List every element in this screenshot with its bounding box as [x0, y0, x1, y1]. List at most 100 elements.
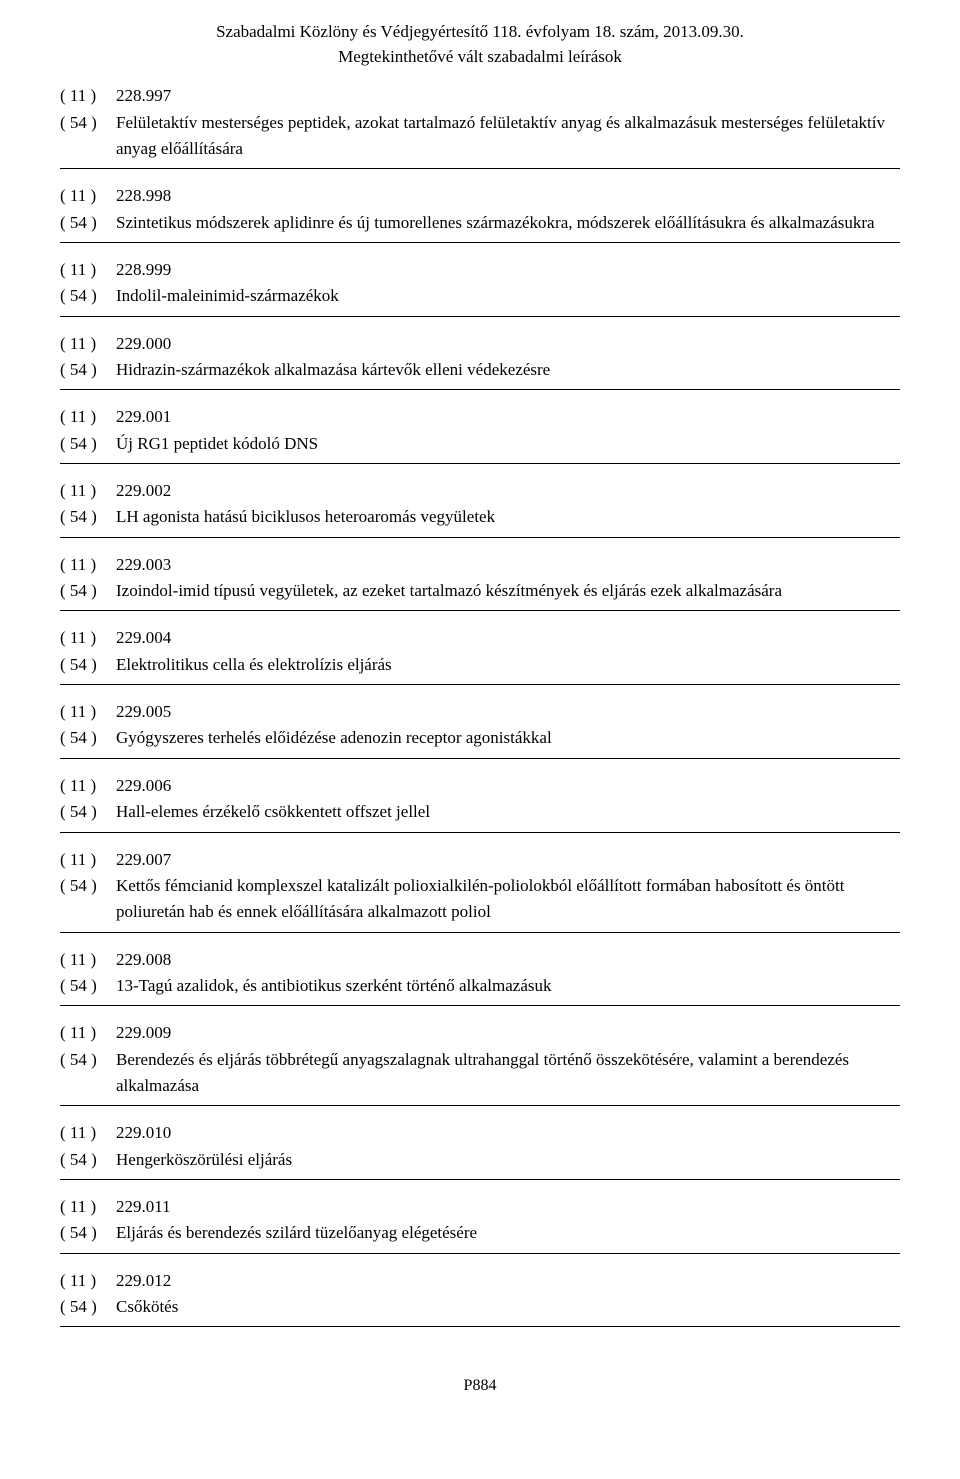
patent-number: 229.010 — [116, 1120, 900, 1146]
patent-title: Felületaktív mesterséges peptidek, azoka… — [116, 110, 900, 163]
code-11-label: ( 11 ) — [60, 478, 116, 504]
entry-number-row: ( 11 )229.004 — [60, 625, 900, 651]
header-line-2: Megtekinthetővé vált szabadalmi leírások — [60, 45, 900, 70]
entry-title-row: ( 54 )Csőkötés — [60, 1294, 900, 1320]
entry-number-row: ( 11 )229.003 — [60, 552, 900, 578]
entry-number-row: ( 11 )228.998 — [60, 183, 900, 209]
entry-number-row: ( 11 )228.999 — [60, 257, 900, 283]
entry-divider — [60, 389, 900, 390]
entry-divider — [60, 610, 900, 611]
patent-number: 228.998 — [116, 183, 900, 209]
entry-number-row: ( 11 )228.997 — [60, 83, 900, 109]
entry-title-row: ( 54 )13-Tagú azalidok, és antibiotikus … — [60, 973, 900, 999]
entry-divider — [60, 463, 900, 464]
code-54-label: ( 54 ) — [60, 210, 116, 236]
patent-entry: ( 11 )229.005( 54 )Gyógyszeres terhelés … — [60, 699, 900, 759]
entry-title-row: ( 54 )Hidrazin-származékok alkalmazása k… — [60, 357, 900, 383]
entry-divider — [60, 758, 900, 759]
code-54-label: ( 54 ) — [60, 431, 116, 457]
patent-title: Csőkötés — [116, 1294, 900, 1320]
page-header: Szabadalmi Közlöny és Védjegyértesítő 11… — [60, 20, 900, 69]
code-11-label: ( 11 ) — [60, 257, 116, 283]
page-container: Szabadalmi Közlöny és Védjegyértesítő 11… — [0, 0, 960, 1435]
entry-number-row: ( 11 )229.011 — [60, 1194, 900, 1220]
entry-divider — [60, 537, 900, 538]
entries-list: ( 11 )228.997( 54 )Felületaktív mestersé… — [60, 83, 900, 1327]
code-11-label: ( 11 ) — [60, 947, 116, 973]
patent-title: Elektrolitikus cella és elektrolízis elj… — [116, 652, 900, 678]
code-11-label: ( 11 ) — [60, 625, 116, 651]
patent-entry: ( 11 )228.999( 54 )Indolil-maleinimid-sz… — [60, 257, 900, 317]
entry-title-row: ( 54 )Hall-elemes érzékelő csökkentett o… — [60, 799, 900, 825]
code-54-label: ( 54 ) — [60, 504, 116, 530]
entry-title-row: ( 54 )Új RG1 peptidet kódoló DNS — [60, 431, 900, 457]
entry-title-row: ( 54 )Szintetikus módszerek aplidinre és… — [60, 210, 900, 236]
entry-divider — [60, 242, 900, 243]
entry-number-row: ( 11 )229.008 — [60, 947, 900, 973]
code-54-label: ( 54 ) — [60, 1294, 116, 1320]
patent-number: 229.006 — [116, 773, 900, 799]
code-54-label: ( 54 ) — [60, 1147, 116, 1173]
entry-number-row: ( 11 )229.007 — [60, 847, 900, 873]
code-54-label: ( 54 ) — [60, 725, 116, 751]
entry-divider — [60, 1326, 900, 1327]
entry-divider — [60, 168, 900, 169]
entry-number-row: ( 11 )229.005 — [60, 699, 900, 725]
code-11-label: ( 11 ) — [60, 699, 116, 725]
code-11-label: ( 11 ) — [60, 1120, 116, 1146]
page-number: P884 — [60, 1377, 900, 1395]
entry-divider — [60, 932, 900, 933]
patent-title: LH agonista hatású biciklusos heteroarom… — [116, 504, 900, 530]
entry-number-row: ( 11 )229.006 — [60, 773, 900, 799]
entry-title-row: ( 54 )Berendezés és eljárás többrétegű a… — [60, 1047, 900, 1100]
entry-number-row: ( 11 )229.001 — [60, 404, 900, 430]
patent-number: 229.011 — [116, 1194, 900, 1220]
entry-title-row: ( 54 )LH agonista hatású biciklusos hete… — [60, 504, 900, 530]
code-54-label: ( 54 ) — [60, 873, 116, 899]
patent-entry: ( 11 )229.002( 54 )LH agonista hatású bi… — [60, 478, 900, 538]
entry-divider — [60, 1179, 900, 1180]
patent-title: Hidrazin-származékok alkalmazása kártevő… — [116, 357, 900, 383]
patent-entry: ( 11 )229.000( 54 )Hidrazin-származékok … — [60, 331, 900, 391]
patent-number: 229.002 — [116, 478, 900, 504]
entry-divider — [60, 1005, 900, 1006]
code-11-label: ( 11 ) — [60, 331, 116, 357]
patent-number: 229.000 — [116, 331, 900, 357]
code-54-label: ( 54 ) — [60, 357, 116, 383]
entry-title-row: ( 54 )Kettős fémcianid komplexszel katal… — [60, 873, 900, 926]
patent-number: 229.007 — [116, 847, 900, 873]
entry-number-row: ( 11 )229.009 — [60, 1020, 900, 1046]
patent-number: 229.004 — [116, 625, 900, 651]
code-54-label: ( 54 ) — [60, 110, 116, 136]
entry-divider — [60, 1253, 900, 1254]
patent-entry: ( 11 )228.997( 54 )Felületaktív mestersé… — [60, 83, 900, 169]
entry-title-row: ( 54 )Gyógyszeres terhelés előidézése ad… — [60, 725, 900, 751]
code-11-label: ( 11 ) — [60, 552, 116, 578]
entry-title-row: ( 54 )Indolil-maleinimid-származékok — [60, 283, 900, 309]
code-54-label: ( 54 ) — [60, 799, 116, 825]
patent-title: 13-Tagú azalidok, és antibiotikus szerké… — [116, 973, 900, 999]
entry-divider — [60, 832, 900, 833]
entry-title-row: ( 54 )Felületaktív mesterséges peptidek,… — [60, 110, 900, 163]
patent-entry: ( 11 )229.007( 54 )Kettős fémcianid komp… — [60, 847, 900, 933]
patent-title: Kettős fémcianid komplexszel katalizált … — [116, 873, 900, 926]
entry-number-row: ( 11 )229.012 — [60, 1268, 900, 1294]
patent-number: 228.999 — [116, 257, 900, 283]
patent-entry: ( 11 )229.001( 54 )Új RG1 peptidet kódol… — [60, 404, 900, 464]
patent-number: 229.003 — [116, 552, 900, 578]
patent-number: 228.997 — [116, 83, 900, 109]
code-54-label: ( 54 ) — [60, 578, 116, 604]
entry-title-row: ( 54 )Hengerköszörülési eljárás — [60, 1147, 900, 1173]
patent-number: 229.001 — [116, 404, 900, 430]
entry-number-row: ( 11 )229.000 — [60, 331, 900, 357]
patent-entry: ( 11 )229.006( 54 )Hall-elemes érzékelő … — [60, 773, 900, 833]
patent-title: Gyógyszeres terhelés előidézése adenozin… — [116, 725, 900, 751]
entry-divider — [60, 684, 900, 685]
patent-title: Hengerköszörülési eljárás — [116, 1147, 900, 1173]
code-54-label: ( 54 ) — [60, 1220, 116, 1246]
entry-number-row: ( 11 )229.002 — [60, 478, 900, 504]
code-11-label: ( 11 ) — [60, 1020, 116, 1046]
code-11-label: ( 11 ) — [60, 1194, 116, 1220]
patent-entry: ( 11 )229.009( 54 )Berendezés és eljárás… — [60, 1020, 900, 1106]
patent-entry: ( 11 )229.004( 54 )Elektrolitikus cella … — [60, 625, 900, 685]
